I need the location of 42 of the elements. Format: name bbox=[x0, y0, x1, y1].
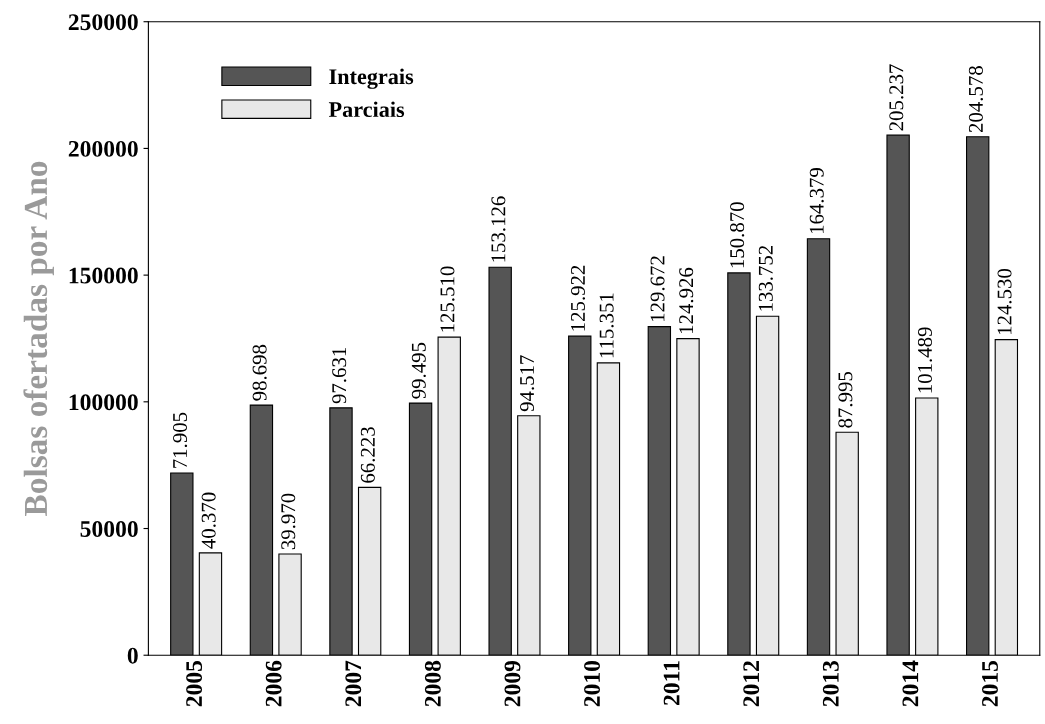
y-axis-title: Bolsas ofertadas por Ano bbox=[23, 161, 54, 516]
data-label: 101.489 bbox=[917, 327, 933, 393]
data-label: 97.631 bbox=[332, 347, 347, 404]
y-tick-label: 250000 bbox=[68, 14, 138, 31]
x-tick-label: 2012 bbox=[743, 661, 760, 707]
y-tick-label: 150000 bbox=[69, 267, 138, 284]
data-label: 205.237 bbox=[889, 64, 904, 131]
y-tick-label: 0 bbox=[127, 647, 138, 664]
data-label: 98.698 bbox=[252, 344, 267, 401]
x-tick-label: 2009 bbox=[504, 660, 521, 707]
data-label: 204.578 bbox=[968, 66, 983, 133]
data-label: 39.970 bbox=[281, 493, 296, 550]
data-label: 133.752 bbox=[758, 245, 773, 311]
x-tick-label: 2010 bbox=[584, 660, 600, 707]
data-label: 40.370 bbox=[201, 492, 216, 549]
data-label: 66.223 bbox=[360, 427, 375, 483]
data-label: 87.995 bbox=[838, 371, 853, 428]
y-tick-label: 200000 bbox=[68, 140, 138, 157]
data-label: 115.351 bbox=[599, 293, 614, 358]
data-label: 94.517 bbox=[520, 355, 535, 412]
x-tick-label: 2007 bbox=[345, 660, 362, 707]
data-label: 124.530 bbox=[997, 268, 1012, 335]
x-tick-label: 2013 bbox=[822, 660, 839, 707]
data-label: 164.379 bbox=[809, 168, 824, 234]
data-label: 71.905 bbox=[172, 412, 188, 468]
data-label: 99.495 bbox=[411, 342, 426, 399]
x-tick-label: 2008 bbox=[424, 660, 441, 707]
x-tick-label: 2011 bbox=[663, 661, 680, 706]
data-label: 129.672 bbox=[650, 256, 665, 321]
x-tick-label: 2015 bbox=[982, 660, 998, 707]
x-tick-label: 2006 bbox=[265, 660, 282, 707]
data-label: 150.870 bbox=[730, 202, 745, 268]
data-label: 125.922 bbox=[570, 265, 586, 331]
y-tick-label: 50000 bbox=[80, 521, 138, 537]
data-label: 124.926 bbox=[679, 267, 694, 334]
x-tick-label: 2005 bbox=[186, 660, 203, 707]
y-tick-label: 100000 bbox=[69, 394, 138, 411]
legend-label: Parciais bbox=[328, 101, 405, 118]
legend-label: Integrais bbox=[329, 68, 414, 89]
x-tick-label: 2014 bbox=[902, 660, 919, 707]
data-label: 153.126 bbox=[491, 196, 506, 262]
data-label: 125.510 bbox=[440, 266, 455, 332]
